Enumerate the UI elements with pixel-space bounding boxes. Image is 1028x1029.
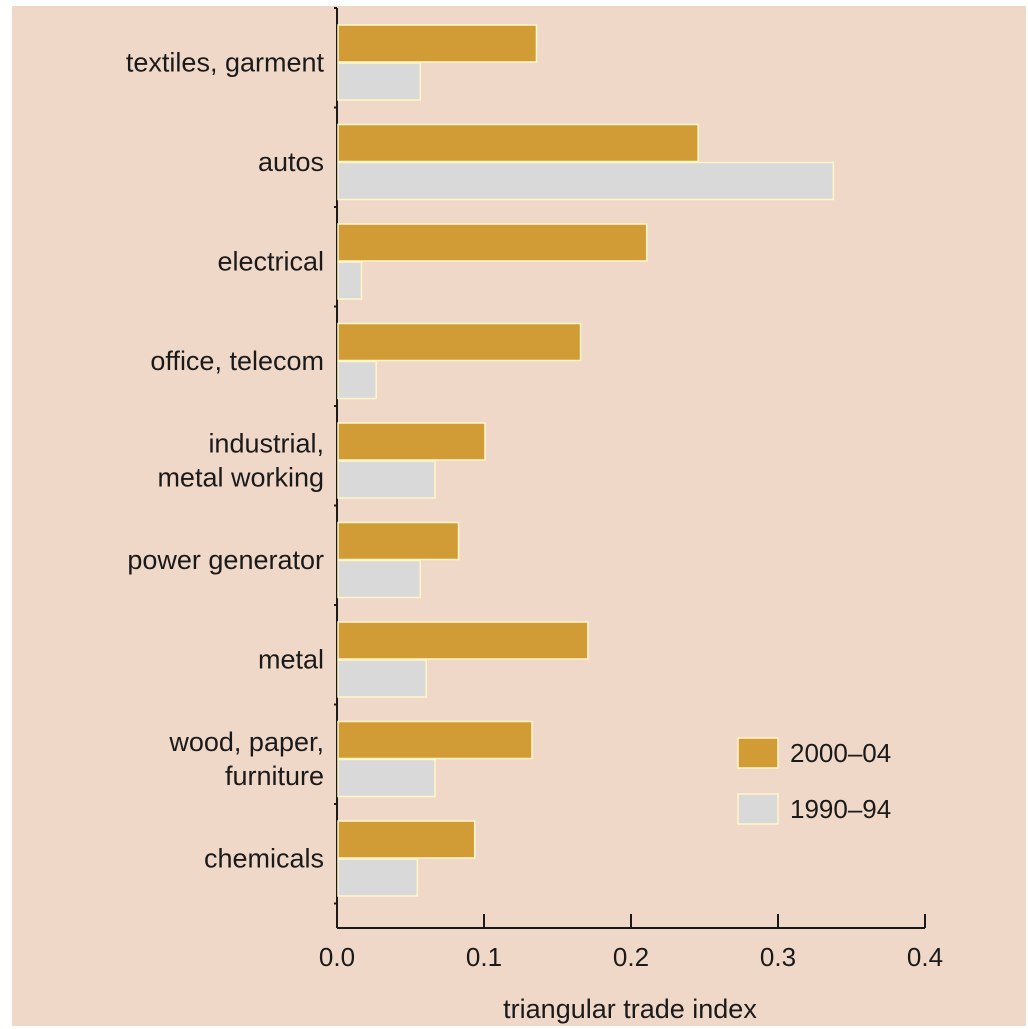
legend-label: 2000–04 — [790, 738, 891, 768]
x-axis-title: triangular trade index — [503, 994, 757, 1024]
category-label: electrical — [217, 247, 324, 277]
category-label: power generator — [127, 545, 324, 575]
bar-series-2 — [337, 858, 419, 897]
category-label-line: wood, paper, — [168, 727, 324, 757]
bar-series-2 — [337, 360, 377, 400]
category-label-line: industrial, — [208, 429, 324, 459]
category-label-line: metal working — [157, 463, 324, 493]
legend-swatch — [737, 793, 779, 825]
category-label-line: textiles, garment — [126, 48, 325, 78]
legend-swatch — [737, 737, 779, 769]
x-tick-label: 0.0 — [319, 942, 355, 972]
x-tick-label: 0.2 — [613, 942, 649, 972]
category-label-line: metal — [258, 645, 324, 675]
bar-series-1 — [337, 322, 582, 362]
bar-series-1 — [337, 223, 648, 262]
bar-series-2 — [337, 460, 436, 499]
category-label-line: office, telecom — [150, 346, 324, 376]
bar-series-1 — [337, 24, 538, 63]
category-label: textiles, garment — [126, 48, 325, 78]
bar-series-1 — [337, 123, 699, 163]
bar-series-2 — [337, 62, 422, 101]
bar-series-2 — [337, 659, 427, 698]
category-label: industrial, metal working — [157, 429, 324, 493]
category-label-line: autos — [258, 147, 324, 177]
bar-series-1 — [337, 621, 589, 660]
bar-series-2 — [337, 261, 363, 300]
bar-series-1 — [337, 720, 533, 760]
bar-series-2 — [337, 559, 422, 599]
bar-series-1 — [337, 521, 460, 561]
category-label: autos — [258, 147, 324, 177]
x-tick-label: 0.3 — [760, 942, 796, 972]
category-label-line: power generator — [127, 545, 324, 575]
category-label-line: chemicals — [204, 844, 324, 874]
x-tick-label: 0.4 — [907, 942, 943, 972]
bar-series-2 — [337, 161, 835, 201]
x-tick-label: 0.1 — [466, 942, 502, 972]
bar-series-2 — [337, 758, 436, 798]
bar-series-1 — [337, 422, 486, 461]
legend-label: 1990–94 — [790, 794, 891, 824]
category-label: office, telecom — [150, 346, 324, 376]
category-label-line: electrical — [217, 247, 324, 277]
category-label: wood, paper, furniture — [168, 727, 324, 791]
bar-series-1 — [337, 820, 476, 859]
category-label: metal — [258, 645, 324, 675]
category-label: chemicals — [204, 844, 324, 874]
category-label-line: furniture — [225, 761, 324, 791]
